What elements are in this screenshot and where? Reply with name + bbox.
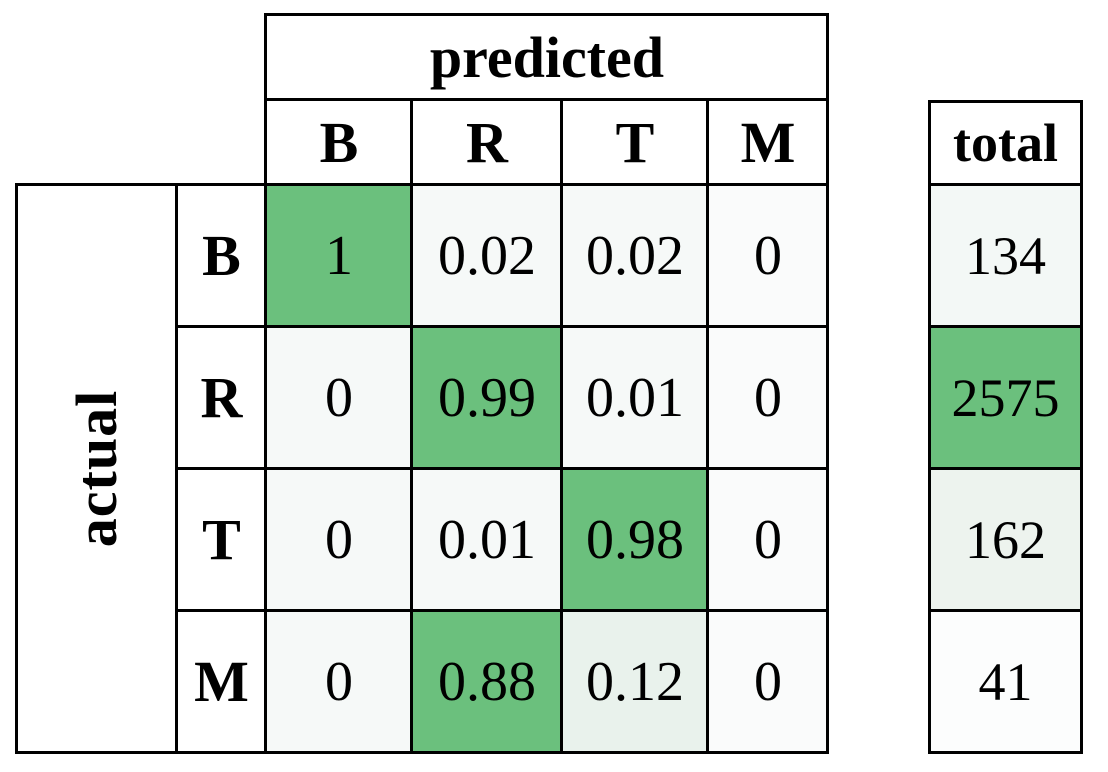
row-header-t: T bbox=[175, 467, 268, 612]
total-t: 162 bbox=[928, 467, 1083, 612]
cell-m-r: 0.88 bbox=[410, 609, 564, 754]
corner-spacer bbox=[16, 14, 266, 185]
predicted-axis-label: predicted bbox=[264, 13, 830, 101]
cell-m-b: 0 bbox=[264, 609, 414, 754]
col-header-m: M bbox=[706, 98, 830, 186]
cell-r-b: 0 bbox=[264, 325, 414, 470]
confusion-matrix-table: predicted B R T M actual B 1 0.02 0.02 0… bbox=[14, 13, 830, 754]
cell-m-m: 0 bbox=[706, 609, 830, 754]
total-header: total bbox=[928, 100, 1083, 186]
cell-t-b: 0 bbox=[264, 467, 414, 612]
col-header-t: T bbox=[560, 98, 710, 186]
col-header-b: B bbox=[264, 98, 414, 186]
total-b: 134 bbox=[928, 183, 1083, 328]
col-header-r: R bbox=[410, 98, 564, 186]
total-r: 2575 bbox=[928, 325, 1083, 470]
cell-b-r: 0.02 bbox=[410, 183, 564, 328]
row-header-b: B bbox=[175, 183, 268, 328]
cell-r-t: 0.01 bbox=[560, 325, 710, 470]
total-m: 41 bbox=[928, 609, 1083, 754]
actual-axis-cell: actual bbox=[14, 183, 179, 754]
cell-b-m: 0 bbox=[706, 183, 830, 328]
cell-m-t: 0.12 bbox=[560, 609, 710, 754]
row-header-m: M bbox=[175, 609, 268, 754]
cell-b-t: 0.02 bbox=[560, 183, 710, 328]
cell-b-b: 1 bbox=[264, 183, 414, 328]
cell-t-m: 0 bbox=[706, 467, 830, 612]
cell-t-r: 0.01 bbox=[410, 467, 564, 612]
actual-axis-label: actual bbox=[64, 389, 130, 548]
cell-t-t: 0.98 bbox=[560, 467, 710, 612]
cell-r-m: 0 bbox=[706, 325, 830, 470]
cell-r-r: 0.99 bbox=[410, 325, 564, 470]
totals-table: total 134 2575 162 41 bbox=[928, 100, 1083, 754]
row-header-r: R bbox=[175, 325, 268, 470]
